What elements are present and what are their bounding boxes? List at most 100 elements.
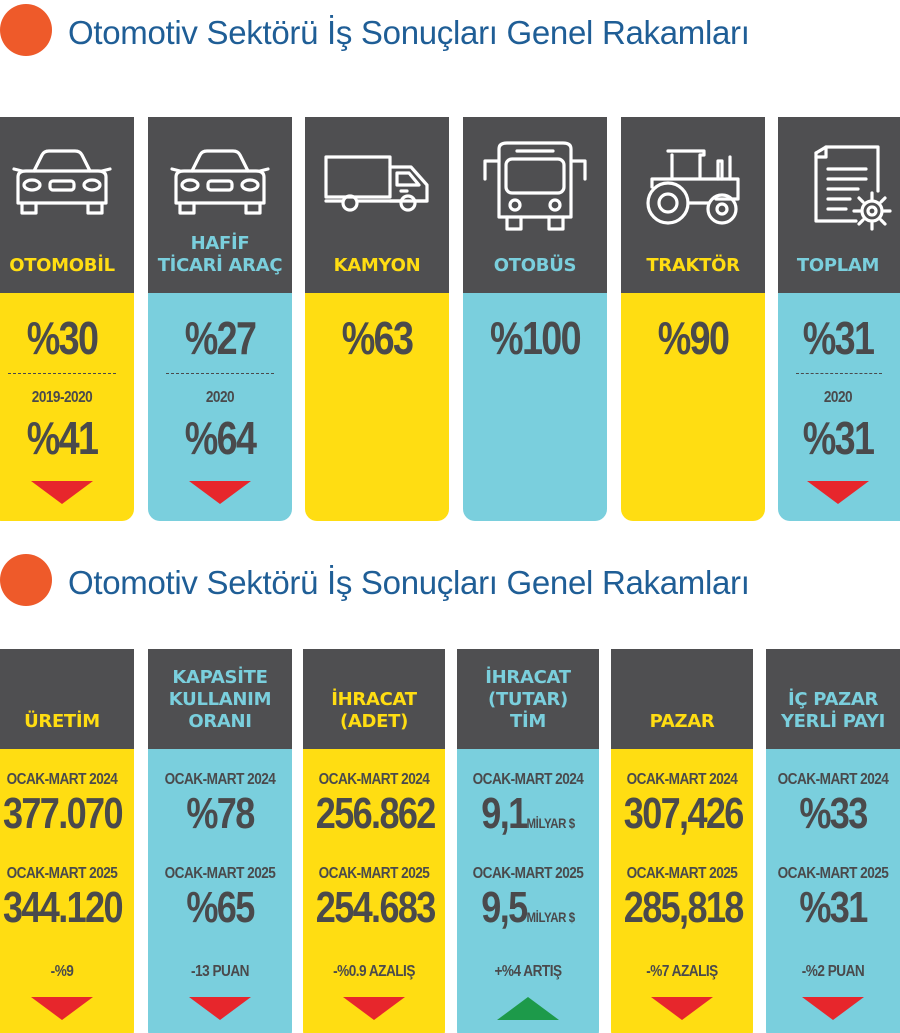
card-label: KAMYON bbox=[333, 255, 421, 276]
trend-down-arrow bbox=[189, 997, 251, 1020]
change-label: -13 PUAN bbox=[191, 963, 249, 980]
value-primary: %90 bbox=[657, 312, 730, 364]
value-number: 9,1 bbox=[481, 789, 528, 838]
card-ihracat-tutar: İHRACAT (TUTAR) TİM OCAK-MART 2024 9,1Mİ… bbox=[457, 649, 599, 1033]
period-label: OCAK-MART 2025 bbox=[318, 865, 430, 882]
period-label: OCAK-MART 2024 bbox=[6, 771, 118, 788]
period-label: OCAK-MART 2024 bbox=[472, 771, 584, 788]
card-label-line2: (ADET) bbox=[339, 711, 409, 732]
card-label-line2: YERLİ PAYI bbox=[780, 711, 886, 732]
value-primary: %100 bbox=[490, 312, 582, 364]
value-unit: MİLYAR $ bbox=[526, 909, 576, 925]
value-number: 9,5 bbox=[481, 883, 528, 932]
card-kapasite-kullanim: KAPASİTE KULLANIM ORANI OCAK-MART 2024 %… bbox=[148, 649, 292, 1033]
divider bbox=[166, 373, 274, 374]
value-primary: %27 bbox=[184, 312, 257, 364]
trend-up-arrow bbox=[497, 997, 559, 1020]
card-label-line1: KAPASİTE bbox=[172, 667, 268, 688]
card-label: TOPLAM bbox=[796, 255, 880, 276]
change-label: -%0.9 AZALIŞ bbox=[333, 963, 415, 980]
card-traktor: TRAKTÖR %90 bbox=[621, 117, 765, 521]
card-pazar: PAZAR OCAK-MART 2024 307,426 OCAK-MART 2… bbox=[611, 649, 753, 1033]
trend-down-arrow bbox=[807, 481, 869, 504]
card-label: PAZAR bbox=[649, 711, 715, 732]
card-label-line3: TİM bbox=[510, 711, 546, 732]
value-2024: 9,1MİLYAR $ bbox=[470, 789, 586, 839]
card-label-line1: İHRACAT bbox=[485, 667, 571, 688]
value-2025: 344.120 bbox=[2, 883, 124, 932]
period-label: OCAK-MART 2025 bbox=[472, 865, 584, 882]
section1-title: Otomotiv Sektörü İş Sonuçları Genel Raka… bbox=[68, 14, 750, 51]
truck-icon bbox=[324, 155, 429, 212]
car-icon bbox=[12, 149, 112, 215]
period-label: 2020 bbox=[823, 389, 853, 406]
value-secondary: %64 bbox=[184, 412, 257, 464]
card-hafif-ticari-arac: HAFİF TİCARİ ARAÇ %27 2020 %64 bbox=[148, 117, 292, 521]
value-primary: %63 bbox=[341, 312, 414, 364]
card-otomobil: OTOMOBİL %30 2019-2020 %41 bbox=[0, 117, 134, 521]
card-toplam: TOPLAM %31 2020 %31 bbox=[778, 117, 900, 521]
card-label-line3: ORANI bbox=[188, 711, 252, 732]
bus-icon bbox=[483, 141, 587, 231]
value-2024: 377.070 bbox=[2, 789, 124, 838]
value-2025: 285,818 bbox=[623, 883, 745, 932]
trend-down-arrow bbox=[802, 997, 864, 1020]
card-label-line1: İHRACAT bbox=[331, 689, 417, 710]
change-label: -%2 PUAN bbox=[801, 963, 865, 980]
value-2025: %65 bbox=[186, 883, 255, 932]
trend-down-arrow bbox=[31, 481, 93, 504]
period-label: OCAK-MART 2024 bbox=[164, 771, 276, 788]
card-label-line2: (TUTAR) bbox=[488, 689, 568, 710]
card-label: OTOBÜS bbox=[493, 255, 577, 276]
value-primary: %31 bbox=[802, 312, 875, 364]
accent-dot bbox=[0, 4, 52, 56]
card-label-line2: KULLANIM bbox=[168, 689, 272, 710]
card-label-line1: İÇ PAZAR bbox=[787, 689, 879, 710]
trend-down-arrow bbox=[343, 997, 405, 1020]
value-unit: MİLYAR $ bbox=[526, 815, 576, 831]
section2-title: Otomotiv Sektörü İş Sonuçları Genel Raka… bbox=[68, 564, 750, 601]
value-2025: %31 bbox=[799, 883, 868, 932]
period-label: 2020 bbox=[205, 389, 235, 406]
card-label: OTOMOBİL bbox=[9, 255, 115, 276]
card-label: ÜRETİM bbox=[24, 711, 100, 732]
value-2024: %33 bbox=[799, 789, 868, 838]
value-2024: %78 bbox=[186, 789, 255, 838]
card-kamyon: KAMYON %63 bbox=[305, 117, 449, 521]
period-label: OCAK-MART 2025 bbox=[6, 865, 118, 882]
period-label: 2019-2020 bbox=[31, 389, 93, 406]
section2-header: Otomotiv Sektörü İş Sonuçları Genel Raka… bbox=[0, 554, 900, 614]
value-secondary: %41 bbox=[26, 412, 99, 464]
change-label: +%4 ARTIŞ bbox=[494, 963, 562, 980]
section1-header: Otomotiv Sektörü İş Sonuçları Genel Raka… bbox=[0, 4, 900, 64]
trend-down-arrow bbox=[31, 997, 93, 1020]
value-2025: 254.683 bbox=[315, 883, 437, 932]
card-otobus: OTOBÜS %100 bbox=[463, 117, 607, 521]
card-label-line2: TİCARİ ARAÇ bbox=[157, 255, 283, 276]
value-secondary: %31 bbox=[802, 412, 875, 464]
divider bbox=[796, 373, 882, 374]
period-label: OCAK-MART 2025 bbox=[164, 865, 276, 882]
card-ihracat-adet: İHRACAT (ADET) OCAK-MART 2024 256.862 OC… bbox=[303, 649, 445, 1033]
trend-down-arrow bbox=[651, 997, 713, 1020]
period-label: OCAK-MART 2024 bbox=[626, 771, 738, 788]
card-ic-pazar-yerli-payi: İÇ PAZAR YERLİ PAYI OCAK-MART 2024 %33 O… bbox=[766, 649, 900, 1033]
period-label: OCAK-MART 2024 bbox=[777, 771, 889, 788]
trend-down-arrow bbox=[189, 481, 251, 504]
value-2025: 9,5MİLYAR $ bbox=[470, 883, 586, 933]
period-label: OCAK-MART 2025 bbox=[626, 865, 738, 882]
card-label-line1: HAFİF bbox=[190, 233, 250, 254]
change-label: -%9 bbox=[50, 963, 74, 980]
card-uretim: ÜRETİM OCAK-MART 2024 377.070 OCAK-MART … bbox=[0, 649, 134, 1033]
value-2024: 256.862 bbox=[315, 789, 437, 838]
accent-dot bbox=[0, 554, 52, 606]
document-gear-icon bbox=[814, 145, 892, 231]
change-label: -%7 AZALIŞ bbox=[646, 963, 718, 980]
value-2024: 307,426 bbox=[623, 789, 745, 838]
period-label: OCAK-MART 2024 bbox=[318, 771, 430, 788]
period-label: OCAK-MART 2025 bbox=[777, 865, 889, 882]
car-icon bbox=[170, 149, 270, 215]
card-label: TRAKTÖR bbox=[646, 255, 740, 276]
divider bbox=[8, 373, 116, 374]
value-primary: %30 bbox=[26, 312, 99, 364]
